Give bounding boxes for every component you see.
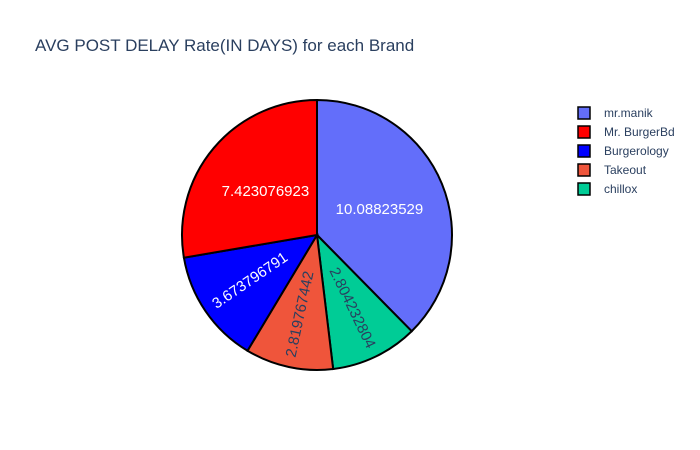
pie-slice-mr-burgerbd[interactable] (181, 98, 318, 259)
pie-slices (181, 98, 453, 371)
slice-value-label: 10.08823529 (336, 201, 424, 218)
legend-label: chillox (604, 182, 637, 196)
legend-item[interactable]: Mr. BurgerBd (577, 125, 675, 139)
legend: mr.manik Mr. BurgerBd Burgerology Takeout ch… (577, 106, 675, 196)
legend-swatch (577, 125, 591, 139)
legend-swatch (577, 106, 591, 120)
legend-label: Mr. BurgerBd (604, 125, 675, 139)
legend-swatch (577, 182, 591, 196)
chart-title: AVG POST DELAY Rate(IN DAYS) for each Br… (35, 36, 414, 55)
legend-item[interactable]: Burgerology (577, 144, 669, 158)
legend-label: Burgerology (604, 144, 669, 158)
legend-label: Takeout (604, 163, 647, 177)
pie-slice-mr-manik[interactable] (316, 98, 453, 333)
legend-swatch (577, 163, 591, 177)
legend-item[interactable]: chillox (577, 182, 637, 196)
pie-slice-burgerology[interactable] (182, 233, 319, 353)
pie-slice-takeout[interactable] (246, 231, 335, 371)
legend-item[interactable]: mr.manik (577, 106, 654, 120)
legend-item[interactable]: Takeout (577, 163, 647, 177)
legend-label: mr.manik (604, 106, 654, 120)
legend-swatch (577, 144, 591, 158)
pie-slice-chillox[interactable] (315, 232, 414, 371)
slice-value-label: 7.423076923 (222, 183, 310, 200)
